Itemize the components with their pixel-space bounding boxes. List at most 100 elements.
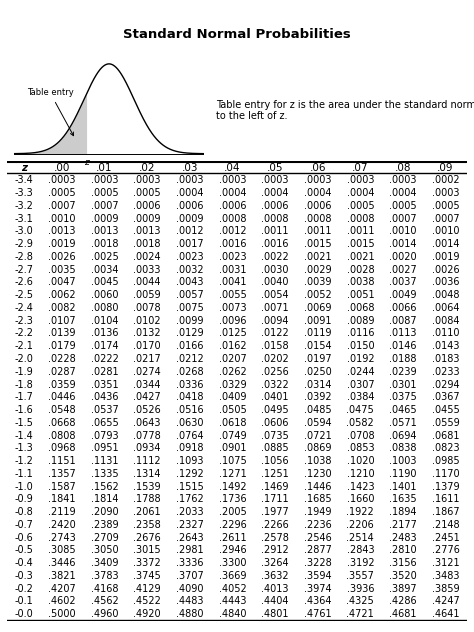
Text: .0057: .0057: [176, 290, 204, 300]
Text: .0764: .0764: [176, 430, 204, 441]
Text: .0004: .0004: [261, 188, 289, 198]
Text: .4602: .4602: [48, 597, 76, 607]
Text: .0268: .0268: [176, 367, 204, 377]
Text: .00: .00: [54, 162, 70, 173]
Text: .4286: .4286: [389, 597, 417, 607]
Text: .4090: .4090: [176, 584, 204, 593]
Text: .0078: .0078: [133, 303, 161, 313]
Text: -1.7: -1.7: [14, 392, 33, 403]
Text: .0018: .0018: [134, 239, 161, 249]
Text: -0.8: -0.8: [15, 507, 33, 517]
Text: .0015: .0015: [304, 239, 331, 249]
Text: Standard Normal Probabilities: Standard Normal Probabilities: [123, 28, 351, 42]
Text: .0808: .0808: [48, 430, 76, 441]
Text: -0.2: -0.2: [14, 584, 33, 593]
Text: .0026: .0026: [48, 252, 76, 262]
Text: .2643: .2643: [176, 533, 204, 543]
Text: .0021: .0021: [304, 252, 331, 262]
Text: .0018: .0018: [91, 239, 118, 249]
Text: .3300: .3300: [219, 558, 246, 568]
Text: .0039: .0039: [304, 277, 331, 288]
Text: .1894: .1894: [389, 507, 417, 517]
Text: .0005: .0005: [346, 201, 374, 211]
Text: -2.1: -2.1: [14, 341, 33, 351]
Text: .0011: .0011: [346, 226, 374, 236]
Text: .1020: .1020: [346, 456, 374, 466]
Text: .3483: .3483: [432, 571, 459, 581]
Text: -2.3: -2.3: [14, 316, 33, 325]
Text: .1335: .1335: [91, 469, 118, 479]
Text: .0170: .0170: [133, 341, 161, 351]
Text: .0113: .0113: [389, 329, 417, 339]
Text: .0023: .0023: [176, 252, 204, 262]
Text: -0.6: -0.6: [15, 533, 33, 543]
Text: .2327: .2327: [176, 520, 204, 530]
Text: .3936: .3936: [346, 584, 374, 593]
Text: .4168: .4168: [91, 584, 118, 593]
Text: .1190: .1190: [389, 469, 417, 479]
Text: .0116: .0116: [346, 329, 374, 339]
Text: .0630: .0630: [176, 418, 204, 428]
Text: .1660: .1660: [346, 494, 374, 504]
Text: .0099: .0099: [176, 316, 204, 325]
Text: .4920: .4920: [133, 609, 161, 619]
Text: .0233: .0233: [432, 367, 459, 377]
Text: .2810: .2810: [389, 545, 417, 556]
Text: .0003: .0003: [91, 175, 118, 185]
Text: .0281: .0281: [91, 367, 118, 377]
Text: .0274: .0274: [133, 367, 161, 377]
Text: -0.4: -0.4: [15, 558, 33, 568]
Text: .08: .08: [395, 162, 411, 173]
Text: .1539: .1539: [133, 482, 161, 492]
Text: -1.1: -1.1: [15, 469, 33, 479]
Text: .1056: .1056: [261, 456, 289, 466]
Text: -2.8: -2.8: [14, 252, 33, 262]
Text: .2236: .2236: [304, 520, 332, 530]
Text: .1762: .1762: [176, 494, 204, 504]
Text: .0571: .0571: [389, 418, 417, 428]
Text: .3669: .3669: [219, 571, 246, 581]
Text: .0918: .0918: [176, 443, 204, 453]
Text: .0102: .0102: [133, 316, 161, 325]
Text: .1611: .1611: [432, 494, 459, 504]
Text: .3121: .3121: [432, 558, 459, 568]
Text: .0003: .0003: [48, 175, 76, 185]
Text: .0016: .0016: [261, 239, 289, 249]
Text: .0778: .0778: [133, 430, 161, 441]
Text: .0019: .0019: [432, 252, 459, 262]
Text: .0006: .0006: [176, 201, 204, 211]
Text: .2005: .2005: [219, 507, 246, 517]
Text: .0014: .0014: [389, 239, 417, 249]
Text: .0287: .0287: [48, 367, 76, 377]
Text: .0307: .0307: [346, 379, 374, 389]
Text: .0901: .0901: [219, 443, 246, 453]
Text: .0023: .0023: [219, 252, 246, 262]
Text: .0014: .0014: [432, 239, 459, 249]
Text: .0096: .0096: [219, 316, 246, 325]
Text: .4721: .4721: [346, 609, 374, 619]
Text: .0094: .0094: [261, 316, 289, 325]
Text: -3.0: -3.0: [15, 226, 33, 236]
Text: .0087: .0087: [389, 316, 417, 325]
Text: .1977: .1977: [261, 507, 289, 517]
Text: .0694: .0694: [389, 430, 417, 441]
Text: .0019: .0019: [48, 239, 76, 249]
Text: .1841: .1841: [48, 494, 76, 504]
Text: .0146: .0146: [389, 341, 417, 351]
Text: .0040: .0040: [261, 277, 289, 288]
Text: .1711: .1711: [261, 494, 289, 504]
Text: .0064: .0064: [432, 303, 459, 313]
Text: -2.0: -2.0: [14, 354, 33, 364]
Text: .4522: .4522: [133, 597, 161, 607]
Text: .0294: .0294: [432, 379, 459, 389]
Text: -0.7: -0.7: [14, 520, 33, 530]
Text: .1685: .1685: [304, 494, 331, 504]
Text: -1.6: -1.6: [15, 405, 33, 415]
Text: .0016: .0016: [219, 239, 246, 249]
Text: .0015: .0015: [346, 239, 374, 249]
Text: .0655: .0655: [91, 418, 118, 428]
Text: .0068: .0068: [346, 303, 374, 313]
Text: .0028: .0028: [346, 265, 374, 275]
Text: -1.5: -1.5: [14, 418, 33, 428]
Text: .3974: .3974: [304, 584, 331, 593]
